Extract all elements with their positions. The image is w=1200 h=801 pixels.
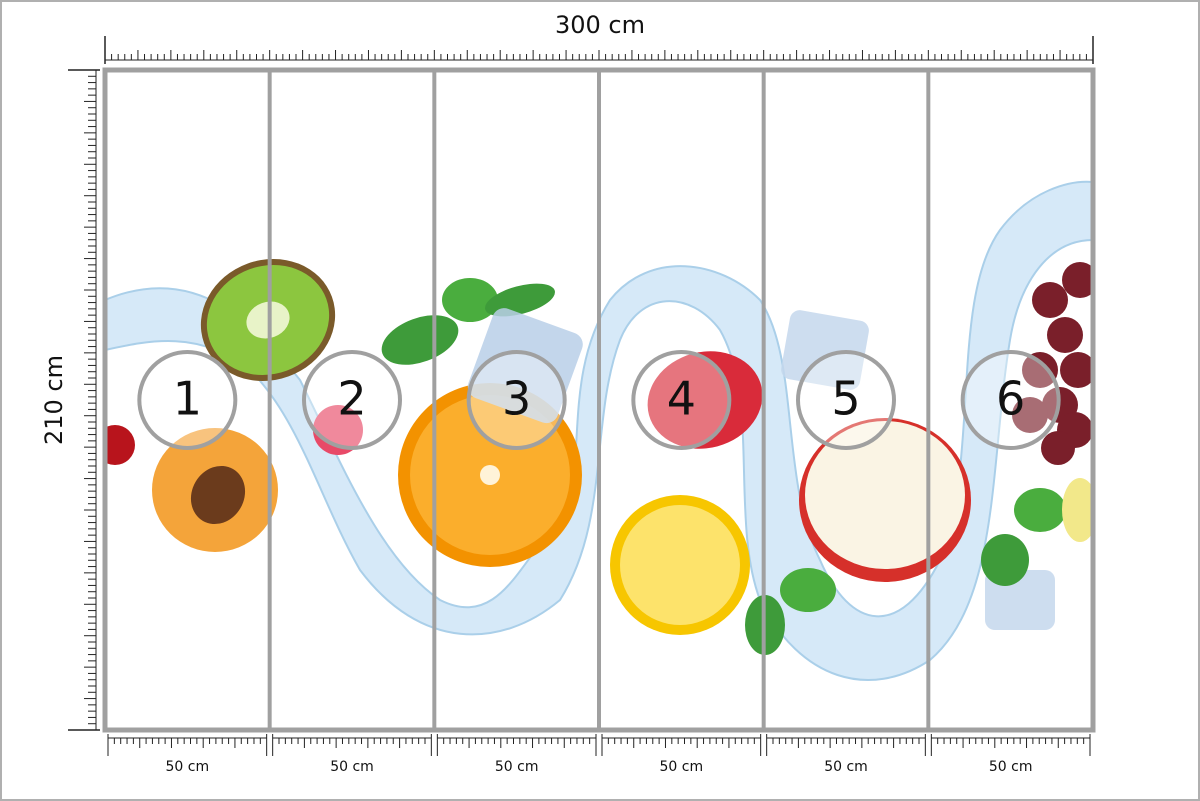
panel-number-circle (137, 350, 238, 450)
panel-width-label: 50 cm (660, 759, 704, 775)
panel-width-label: 50 cm (824, 759, 868, 775)
mint-leaf (780, 568, 836, 612)
width-label: 300 cm (555, 11, 645, 39)
raspberry (313, 405, 363, 455)
lime (1062, 478, 1093, 542)
height-label: 210 cm (40, 355, 68, 445)
panel-number-circle (796, 350, 896, 450)
panel-number: 4 (667, 372, 696, 426)
panel-number: 5 (831, 372, 860, 426)
panel-number-circle (302, 350, 402, 450)
panel-number: 2 (337, 372, 366, 426)
rulers: 50 cm 50 cm 50 cm 50 cm 50 cm 50 cm (68, 36, 1094, 775)
panel-number: 3 (502, 372, 531, 426)
mint-leaf (1014, 488, 1066, 532)
panel-width-label: 50 cm (166, 759, 210, 775)
ice-cube (781, 310, 869, 390)
panel-width-label: 50 cm (495, 759, 539, 775)
cherry (105, 425, 135, 465)
panel-number-circle (466, 350, 567, 450)
wallpaper-image (105, 70, 1093, 730)
panel-frame: 1 2 3 4 5 6 (102, 67, 1096, 733)
strawberry (647, 351, 763, 449)
ice-cube (467, 308, 583, 424)
panel-number-circle (960, 350, 1061, 450)
panel-width-label: 50 cm (330, 759, 374, 775)
mint-leaf (442, 278, 498, 322)
mint-leaf (981, 534, 1029, 586)
mint-leaf (485, 283, 555, 317)
mint-leaf (381, 315, 459, 365)
panel-number: 6 (996, 372, 1025, 426)
panel-number-circle (631, 350, 732, 450)
panel-number: 1 (173, 372, 202, 426)
grapes (1012, 262, 1093, 465)
panel-width-label: 50 cm (989, 759, 1033, 775)
